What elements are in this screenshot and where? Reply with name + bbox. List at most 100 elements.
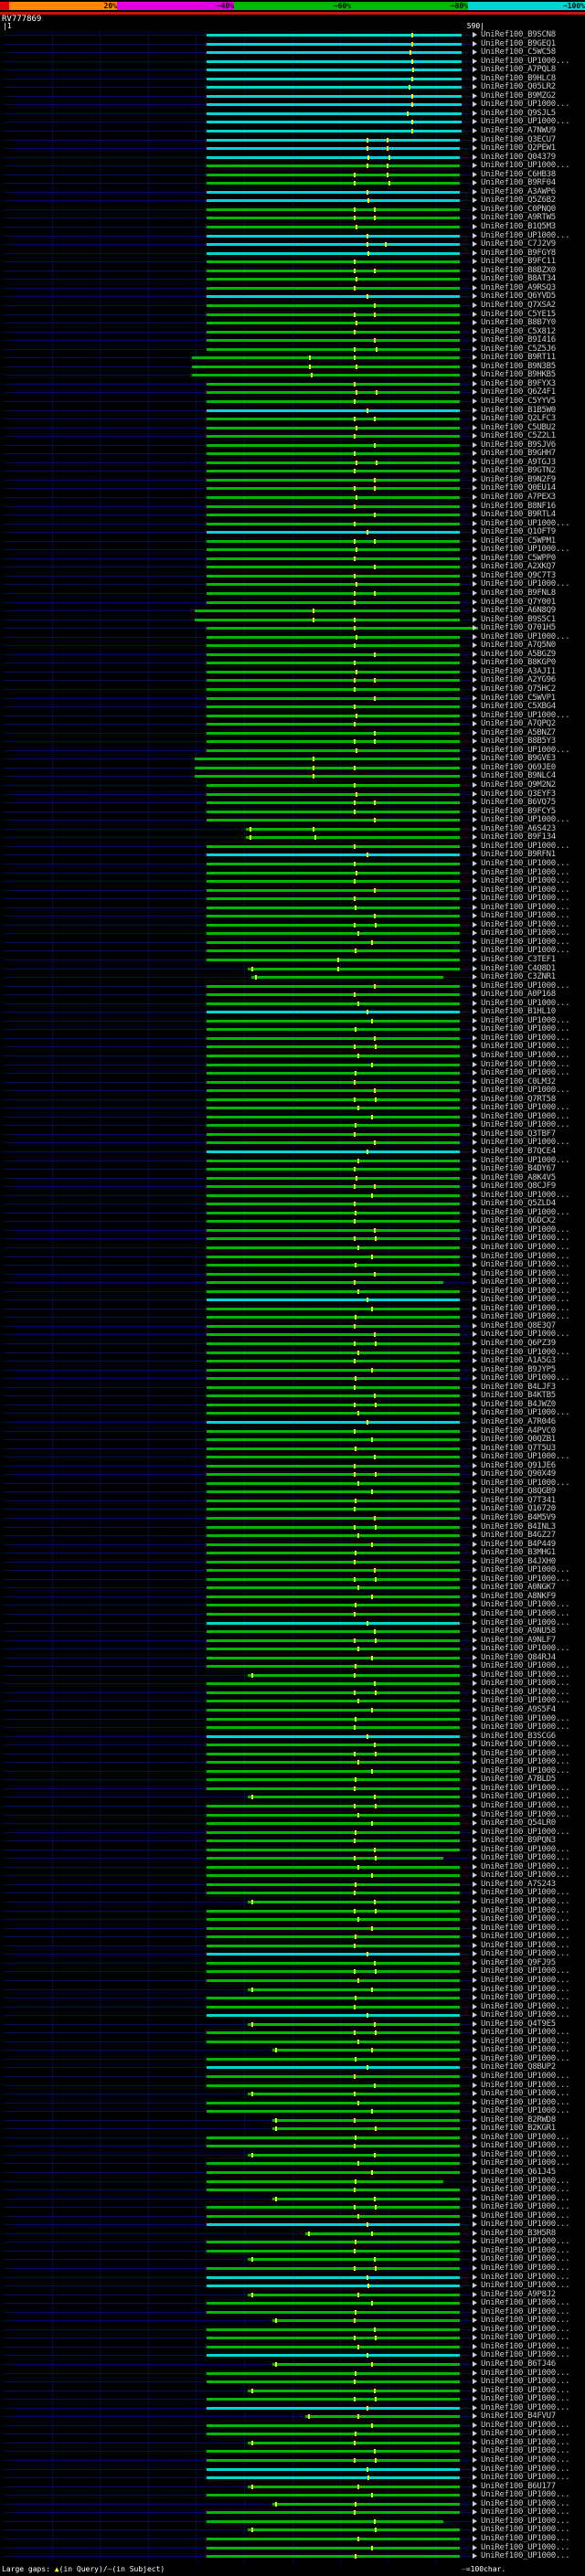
hit-row[interactable]: UniRef100_C5WC58	[0, 48, 585, 58]
subject-label[interactable]: UniRef100_UP1000...	[481, 1757, 570, 1767]
hit-bar[interactable]	[207, 2337, 461, 2340]
hit-bar[interactable]	[207, 34, 462, 37]
hit-row[interactable]: UniRef100_UP1000...	[0, 1121, 585, 1130]
subject-label[interactable]: UniRef100_UP1000...	[481, 2045, 570, 2055]
hit-bar[interactable]	[207, 862, 461, 865]
hit-row[interactable]: UniRef100_UP1000...	[0, 2543, 585, 2553]
hit-bar[interactable]	[207, 801, 461, 805]
hit-bar[interactable]	[207, 2302, 461, 2306]
subject-label[interactable]: UniRef100_B9MZG2	[481, 90, 556, 101]
hit-bar[interactable]	[207, 173, 461, 176]
hit-bar[interactable]	[207, 391, 461, 395]
hit-bar[interactable]	[207, 2136, 461, 2139]
subject-label[interactable]: UniRef100_UP1000...	[481, 2263, 570, 2273]
subject-label[interactable]: UniRef100_UP1000...	[481, 1975, 570, 1985]
hit-row[interactable]: UniRef100_UP1000...	[0, 2508, 585, 2518]
subject-label[interactable]: UniRef100_UP1000...	[481, 2464, 570, 2474]
hit-row[interactable]: UniRef100_UP1000...	[0, 632, 585, 642]
hit-bar[interactable]	[207, 1307, 461, 1310]
hit-row[interactable]: UniRef100_B8B7Y0	[0, 318, 585, 328]
hit-row[interactable]: UniRef100_UP1000...	[0, 56, 585, 67]
hit-row[interactable]: UniRef100_Q84RJ4	[0, 1653, 585, 1663]
subject-label[interactable]: UniRef100_UP1000...	[481, 1303, 570, 1313]
subject-label[interactable]: UniRef100_B8B7Y0	[481, 318, 556, 328]
subject-label[interactable]: UniRef100_B8AT34	[481, 274, 556, 284]
subject-label[interactable]: UniRef100_UP1000...	[481, 56, 570, 66]
hit-row[interactable]: UniRef100_B6U177	[0, 2482, 585, 2492]
hit-bar[interactable]	[207, 147, 461, 151]
subject-label[interactable]: UniRef100_A9NU58	[481, 1627, 556, 1637]
subject-label[interactable]: UniRef100_UP1000...	[481, 1207, 570, 1217]
hit-row[interactable]: UniRef100_B8AT34	[0, 275, 585, 284]
hit-row[interactable]: UniRef100_UP1000...	[0, 1191, 585, 1201]
hit-row[interactable]: UniRef100_UP1000...	[0, 2517, 585, 2527]
hit-row[interactable]: UniRef100_UP1000...	[0, 2369, 585, 2379]
hit-bar[interactable]	[207, 1473, 461, 1477]
hit-row[interactable]: UniRef100_UP1000...	[0, 1662, 585, 1671]
subject-label[interactable]: UniRef100_Q5Z6B2	[481, 196, 556, 206]
hit-bar[interactable]	[207, 1063, 461, 1066]
subject-label[interactable]: UniRef100_UP1000...	[481, 998, 570, 1008]
subject-label[interactable]: UniRef100_UP1000...	[481, 2281, 570, 2291]
hit-bar[interactable]	[194, 775, 461, 779]
hit-row[interactable]: UniRef100_UP1000...	[0, 2299, 585, 2308]
hit-row[interactable]: UniRef100_UP1000...	[0, 912, 585, 921]
subject-label[interactable]: UniRef100_UP1000...	[481, 2385, 570, 2395]
hit-bar[interactable]	[304, 2415, 461, 2419]
hit-row[interactable]: UniRef100_Q3ECU7	[0, 135, 585, 145]
hit-row[interactable]: UniRef100_UP1000...	[0, 895, 585, 904]
hit-bar[interactable]	[207, 2546, 461, 2549]
subject-label[interactable]: UniRef100_A0P168	[481, 990, 556, 1000]
hit-row[interactable]: UniRef100_B9PQN3	[0, 1837, 585, 1846]
subject-label[interactable]: UniRef100_UP1000...	[481, 1068, 570, 1078]
hit-bar[interactable]	[207, 2057, 461, 2061]
subject-label[interactable]: UniRef100_A2XKQ7	[481, 562, 556, 572]
hit-row[interactable]: UniRef100_B9MZG2	[0, 90, 585, 101]
subject-label[interactable]: UniRef100_Q7Y001	[481, 597, 556, 607]
hit-row[interactable]: UniRef100_UP1000...	[0, 2316, 585, 2326]
hit-row[interactable]: UniRef100_B8BZX0	[0, 266, 585, 276]
hit-row[interactable]: UniRef100_A2XKQ7	[0, 563, 585, 572]
hit-row[interactable]: UniRef100_A1A5G3	[0, 1357, 585, 1366]
hit-bar[interactable]	[207, 2206, 461, 2210]
hit-bar[interactable]	[207, 993, 461, 997]
hit-row[interactable]: UniRef100_A5BGZ9	[0, 650, 585, 660]
hit-bar[interactable]	[207, 1168, 461, 1171]
hit-row[interactable]: UniRef100_Q8E3Q7	[0, 1321, 585, 1331]
hit-row[interactable]: UniRef100_UP1000...	[0, 2499, 585, 2509]
hit-row[interactable]: UniRef100_UP1000...	[0, 1680, 585, 1689]
hit-row[interactable]: UniRef100_C6HB38	[0, 170, 585, 180]
hit-row[interactable]: UniRef100_Q1OFT9	[0, 528, 585, 537]
hit-bar[interactable]	[207, 2066, 461, 2070]
subject-label[interactable]: UniRef100_UP1000...	[481, 1923, 570, 1933]
hit-row[interactable]: UniRef100_B1Q5M3	[0, 222, 585, 232]
subject-label[interactable]: UniRef100_C3TEF1	[481, 954, 556, 964]
hit-bar[interactable]	[207, 207, 461, 211]
hit-row[interactable]: UniRef100_B4LJF3	[0, 1383, 585, 1393]
hit-row[interactable]: UniRef100_UP1000...	[0, 2221, 585, 2230]
hit-row[interactable]: UniRef100_UP1000...	[0, 1933, 585, 1942]
subject-label[interactable]: UniRef100_UP1000...	[481, 1600, 570, 1610]
hit-bar[interactable]	[207, 652, 461, 656]
subject-label[interactable]: UniRef100_UP1000...	[481, 1679, 570, 1689]
subject-label[interactable]: UniRef100_UP1000...	[481, 2158, 570, 2168]
subject-label[interactable]: UniRef100_A0NGK7	[481, 1583, 556, 1593]
subject-label[interactable]: UniRef100_B6TJ46	[481, 2359, 556, 2369]
hit-row[interactable]: UniRef100_UP1000...	[0, 842, 585, 852]
hit-row[interactable]: UniRef100_UP1000...	[0, 2282, 585, 2291]
hit-row[interactable]: UniRef100_Q69JE0	[0, 763, 585, 773]
hit-bar[interactable]	[207, 2031, 461, 2035]
subject-label[interactable]: UniRef100_UP1000...	[481, 1687, 570, 1697]
subject-label[interactable]: UniRef100_B9SCN8	[481, 30, 556, 39]
hit-bar[interactable]	[207, 2406, 461, 2410]
hit-bar[interactable]	[207, 1848, 461, 1851]
hit-bar[interactable]	[207, 1822, 461, 1826]
subject-label[interactable]: UniRef100_B4P449	[481, 1539, 556, 1549]
subject-label[interactable]: UniRef100_Q0QZB1	[481, 1435, 556, 1445]
hit-bar[interactable]	[207, 1342, 461, 1346]
hit-bar[interactable]	[207, 130, 462, 133]
subject-label[interactable]: UniRef100_B9N3B5	[481, 361, 556, 371]
hit-row[interactable]: UniRef100_UP1000...	[0, 1409, 585, 1418]
hit-bar[interactable]	[207, 1150, 461, 1153]
subject-label[interactable]: UniRef100_UP1000...	[481, 1801, 570, 1811]
